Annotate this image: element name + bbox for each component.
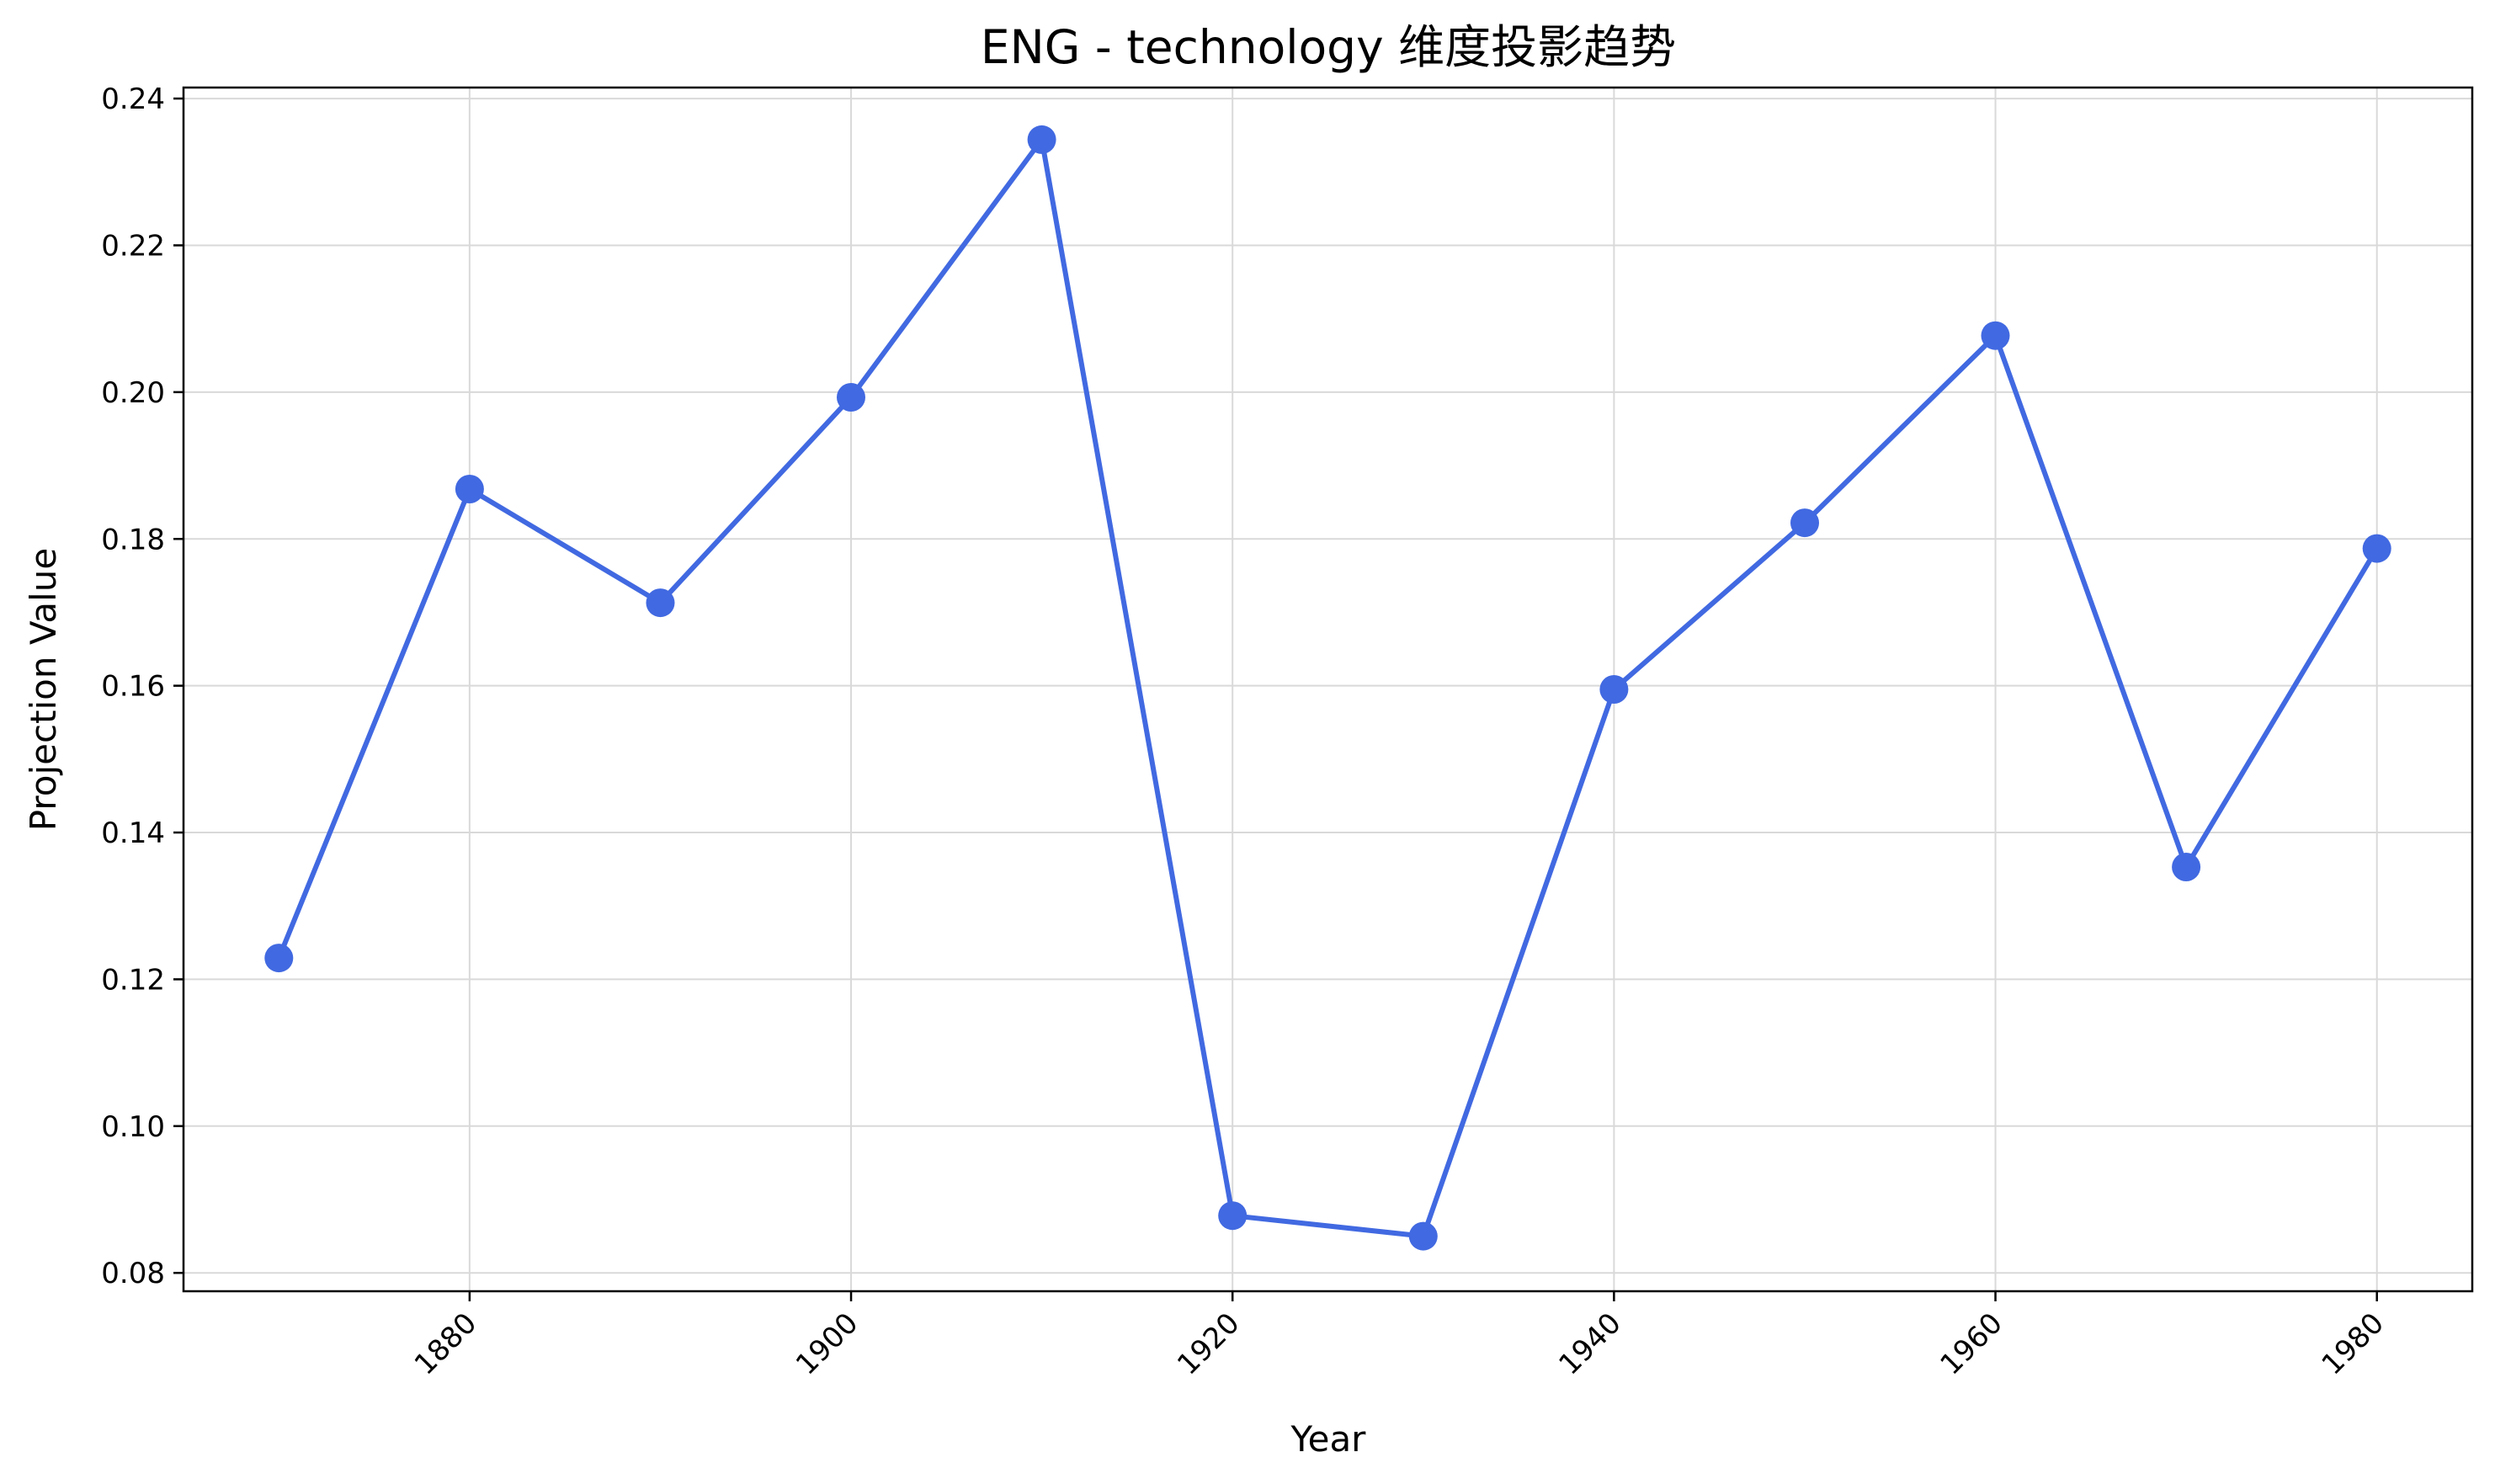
data-point — [2362, 534, 2391, 563]
series-line — [276, 136, 2380, 1239]
grid-lines — [184, 88, 2472, 1291]
y-tick-label: 0.20 — [101, 376, 165, 410]
y-axis-title: Projection Value — [23, 548, 64, 831]
x-tick-label: 1900 — [790, 1306, 864, 1381]
chart-title: ENG - technology 维度投影趋势 — [981, 20, 1676, 74]
x-tick-label: 1940 — [1552, 1306, 1627, 1381]
y-tick-label: 0.08 — [101, 1257, 165, 1290]
data-point — [1790, 508, 1819, 538]
y-tick-label: 0.22 — [101, 229, 165, 263]
data-point — [455, 475, 484, 503]
x-tick-label: 1880 — [408, 1306, 483, 1381]
x-axis-title: Year — [1290, 1418, 1367, 1460]
y-tick-label: 0.24 — [101, 82, 165, 116]
data-point — [837, 383, 865, 412]
data-point — [264, 944, 294, 973]
data-point — [1599, 675, 1629, 704]
axis-ticks: 0.08 0.10 0.12 0.14 0.16 0.18 0.20 0.22 0.24 1880… — [101, 82, 2391, 1381]
y-tick-label: 0.10 — [101, 1110, 165, 1144]
data-point — [1408, 1221, 1438, 1251]
data-point — [1027, 125, 1056, 154]
x-tick-label: 1960 — [1934, 1306, 2008, 1381]
data-point — [646, 588, 675, 618]
x-tick-label: 1920 — [1171, 1306, 1246, 1381]
x-tick-label: 1980 — [2316, 1306, 2391, 1381]
y-tick-label: 0.16 — [101, 670, 165, 704]
y-tick-label: 0.18 — [101, 523, 165, 556]
data-point — [1981, 321, 2010, 350]
data-point — [1218, 1201, 1248, 1231]
y-tick-label: 0.14 — [101, 816, 165, 850]
data-point — [2172, 853, 2201, 881]
y-tick-label: 0.12 — [101, 963, 165, 997]
plot-area-frame — [182, 86, 2474, 1293]
data-series — [264, 125, 2391, 1251]
